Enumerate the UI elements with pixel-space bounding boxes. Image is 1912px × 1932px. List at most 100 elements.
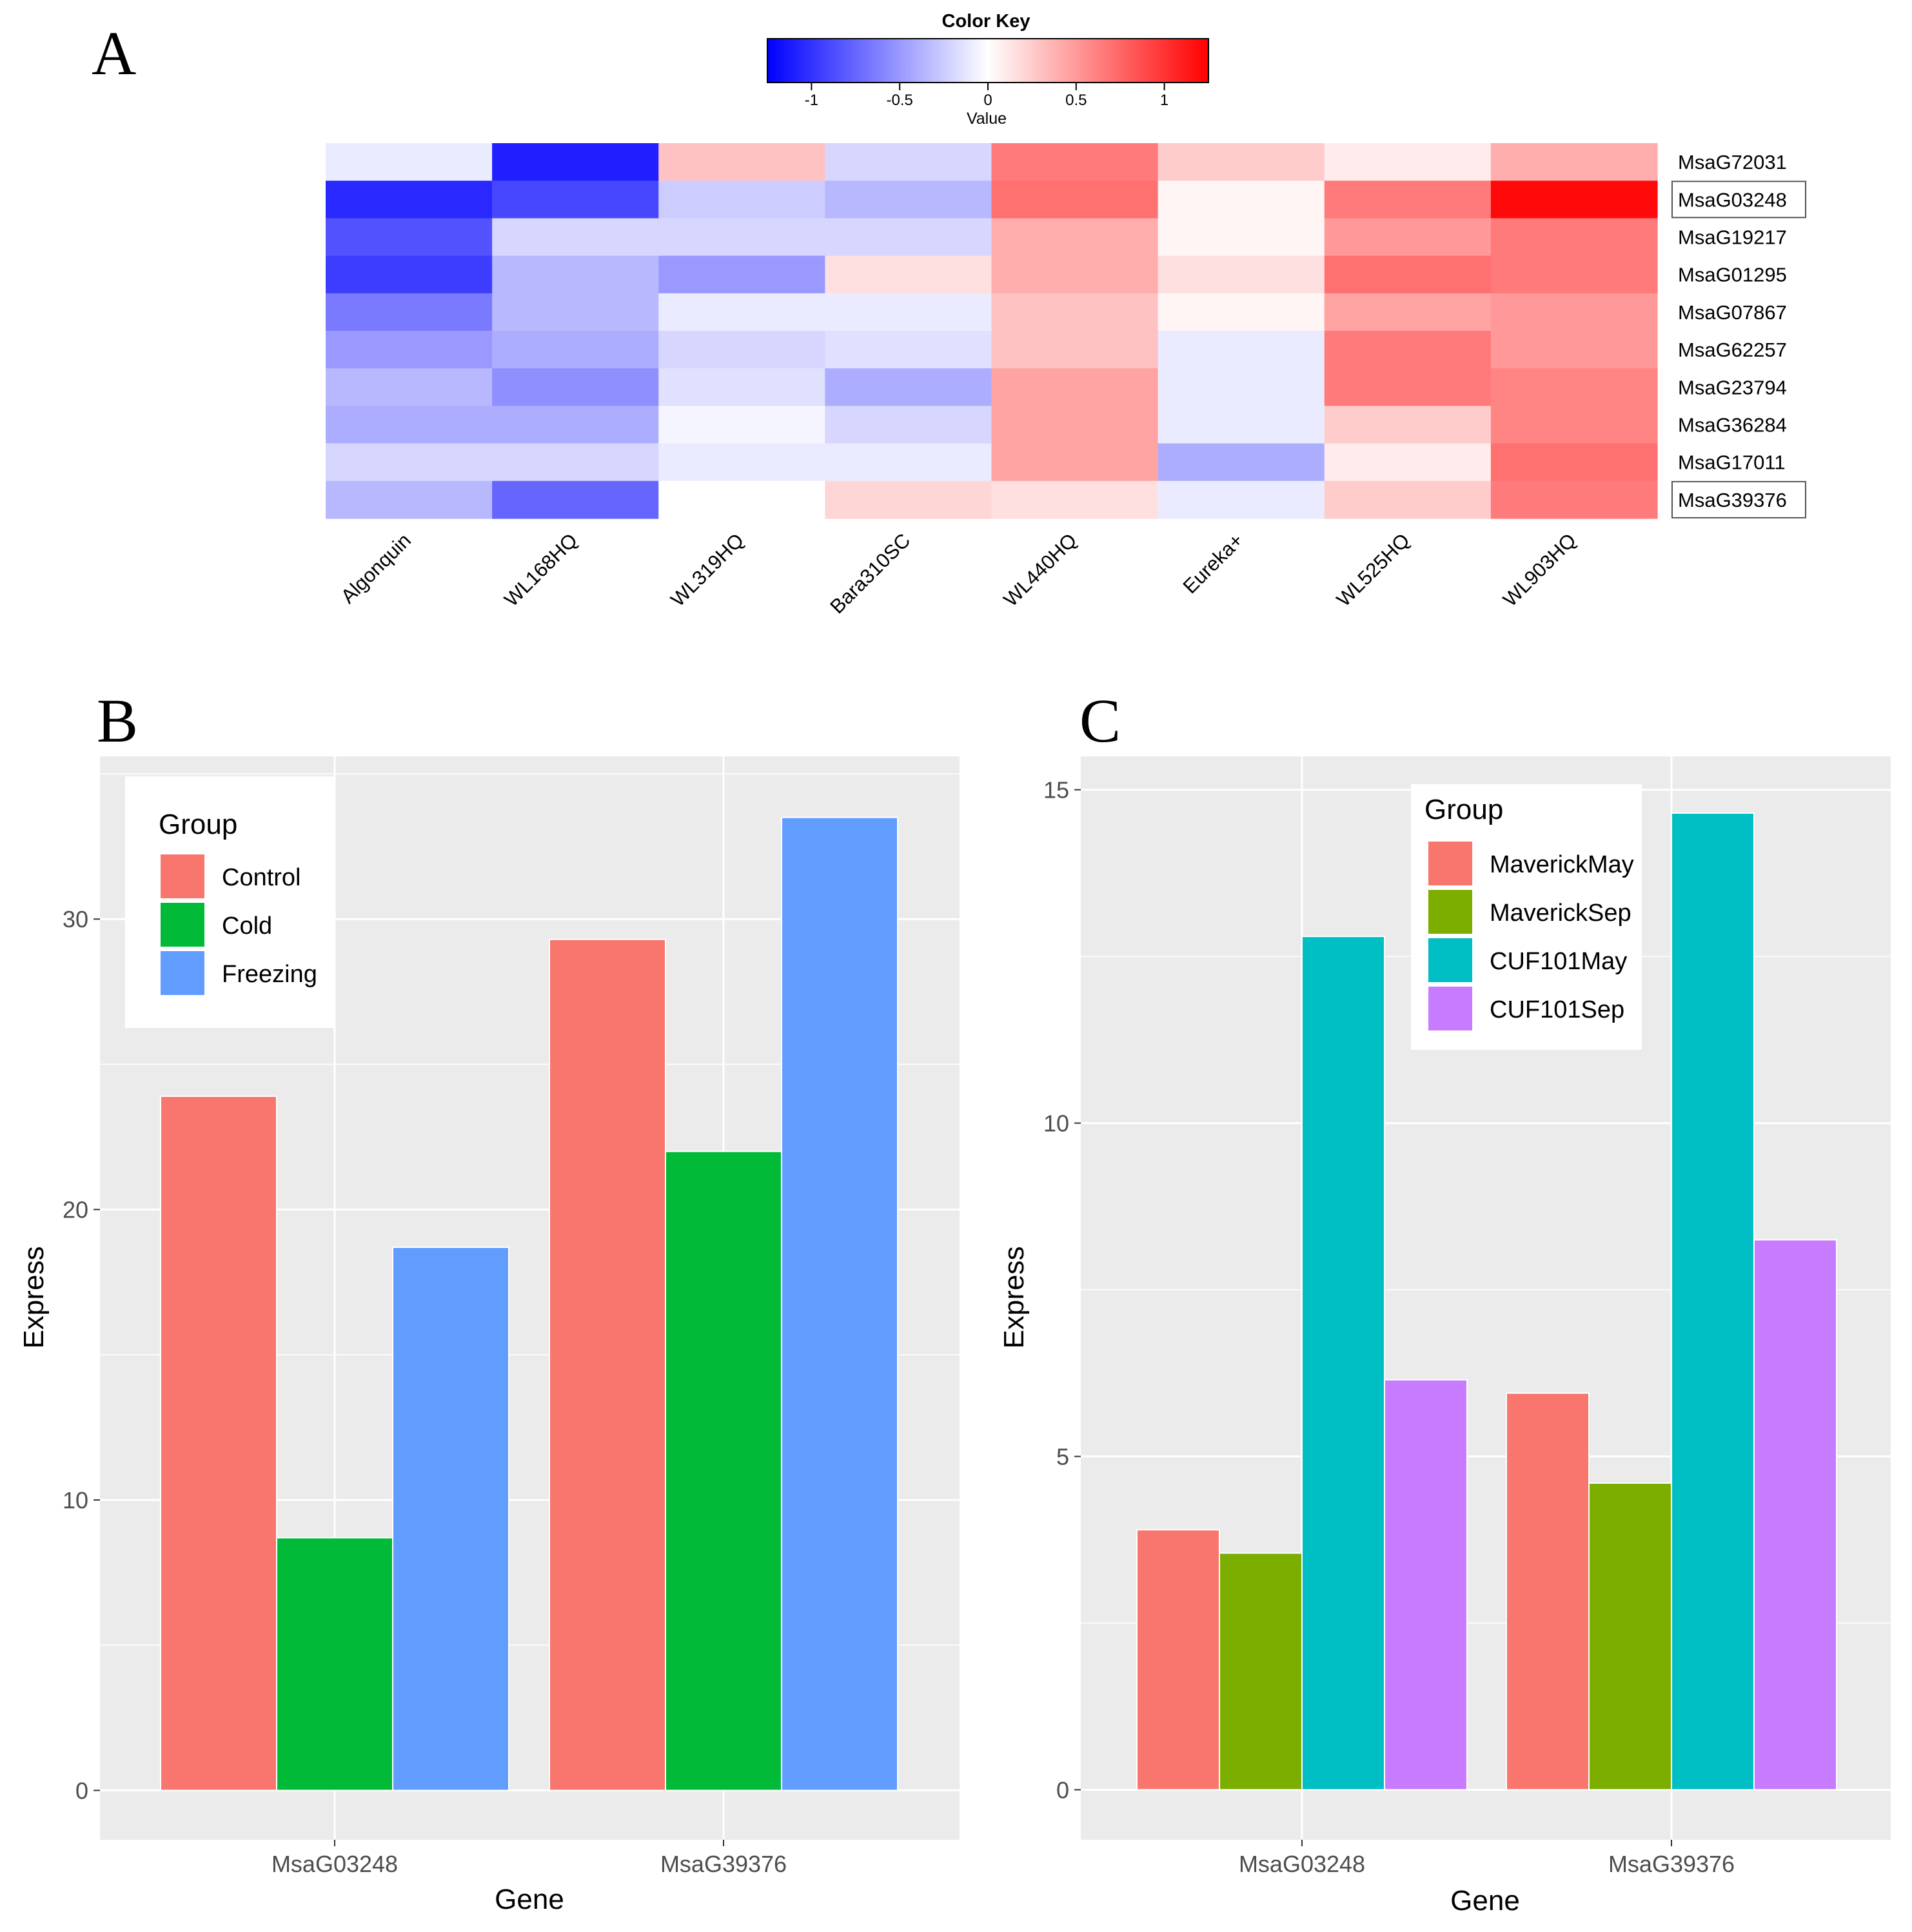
heatmap-cell <box>825 331 992 369</box>
x-axis-title-c: Gene <box>1450 1885 1520 1917</box>
heatmap-cell <box>1324 181 1492 219</box>
legend-items-c: MaverickMay MaverickSep CUF101May CUF101Sep <box>1428 842 1634 1030</box>
legend-key <box>1428 938 1472 982</box>
color-key-tick-label: -1 <box>805 92 818 109</box>
panel-letter-a: A <box>92 19 136 88</box>
panel-letter-b: B <box>97 686 138 755</box>
heatmap-cell <box>991 218 1159 257</box>
y-tick-label: 10 <box>63 1487 88 1513</box>
y-tick-label: 0 <box>75 1777 88 1804</box>
heatmap-cell <box>326 331 493 369</box>
y-tick-label: 5 <box>1056 1444 1069 1470</box>
heatmap-cell <box>326 368 493 406</box>
heatmap-row-label: MsaG03248 <box>1678 188 1787 211</box>
heatmap-cell <box>1158 181 1325 219</box>
heatmap-cell <box>492 368 659 406</box>
heatmap-cell <box>658 255 825 294</box>
heatmap-cell <box>492 293 659 331</box>
heatmap-row-label: MsaG19217 <box>1678 226 1787 249</box>
legend-key <box>161 854 204 898</box>
heatmap-cell <box>326 293 493 331</box>
y-tick-label: 20 <box>63 1197 88 1223</box>
heatmap-cell <box>1490 331 1658 369</box>
heatmap-cell <box>658 368 825 406</box>
y-axis-b: 0 10 20 30 <box>63 906 100 1804</box>
heatmap-cell <box>1324 368 1492 406</box>
bar <box>1384 1379 1468 1791</box>
bar <box>276 1537 393 1791</box>
heatmap-cell <box>1490 255 1658 294</box>
heatmap-cell <box>991 293 1159 331</box>
heatmap-row-label: MsaG07867 <box>1678 301 1787 324</box>
heatmap-cell <box>825 218 992 257</box>
heatmap-cell <box>658 406 825 444</box>
heatmap-cell <box>991 368 1159 406</box>
heatmap-panel: A Color Key -1 -0.5 0 0.5 1 Value MsaG72031M… <box>92 11 1806 618</box>
y-axis-title-c: Express <box>998 1247 1030 1349</box>
y-axis-c: 0 5 10 15 <box>1043 777 1081 1803</box>
bar <box>1219 1552 1303 1791</box>
heatmap-cell <box>658 293 825 331</box>
y-tick-label: 10 <box>1043 1110 1069 1137</box>
x-axis-b: MsaG03248 MsaG39376 <box>271 1840 787 1877</box>
legend-c: Group MaverickMay MaverickSep CUF101May CUF… <box>1411 784 1642 1050</box>
heatmap-row-label: MsaG36284 <box>1678 414 1787 437</box>
color-key-gradient <box>767 38 1209 83</box>
heatmap-cell <box>326 218 493 257</box>
color-key-tick-label: 1 <box>1160 92 1168 109</box>
legend-b: Group Control Cold Freezing <box>125 776 334 1028</box>
x-axis-c: MsaG03248 MsaG39376 <box>1239 1840 1735 1877</box>
legend-label: Control <box>222 864 301 891</box>
y-tick-label: 0 <box>1056 1777 1069 1803</box>
heatmap-cell <box>825 181 992 219</box>
heatmap-cell <box>825 255 992 294</box>
heatmap-cell <box>1158 331 1325 369</box>
heatmap-cell <box>1490 443 1658 482</box>
heatmap-cell <box>1158 406 1325 444</box>
legend-label: MaverickMay <box>1490 851 1634 878</box>
color-key-ticks: -1 -0.5 0 0.5 1 <box>805 83 1168 109</box>
legend-label: Freezing <box>222 961 317 988</box>
bar <box>1671 812 1755 1791</box>
heatmap-cell <box>991 181 1159 219</box>
heatmap-cell <box>326 255 493 294</box>
heatmap-cell <box>326 143 493 181</box>
heatmap-cell <box>1158 143 1325 181</box>
heatmap-cell <box>1324 293 1492 331</box>
heatmap-cell <box>492 218 659 257</box>
heatmap-cell <box>326 443 493 482</box>
legend-key <box>1428 987 1472 1030</box>
heatmap-cell <box>1490 368 1658 406</box>
legend-label: MaverickSep <box>1490 900 1631 927</box>
heatmap-cell <box>1158 368 1325 406</box>
legend-key <box>161 951 204 995</box>
panel-letter-c: C <box>1079 686 1121 755</box>
heatmap-cell <box>1490 406 1658 444</box>
heatmap-cell <box>825 143 992 181</box>
bar <box>1753 1239 1837 1791</box>
legend-label: Cold <box>222 912 272 940</box>
heatmap-cell <box>1158 255 1325 294</box>
heatmap-row-label: MsaG39376 <box>1678 489 1787 511</box>
heatmap-cell <box>658 181 825 219</box>
heatmap-cell <box>658 331 825 369</box>
heatmap-cell <box>1490 143 1658 181</box>
bars-b <box>160 816 898 1791</box>
heatmap-column-label: WL319HQ <box>666 529 748 611</box>
heatmap-cell <box>825 368 992 406</box>
heatmap-cell <box>1324 443 1492 482</box>
heatmap-column-label: WL440HQ <box>999 529 1081 611</box>
heatmap-cell <box>492 480 659 519</box>
heatmap-cell <box>1490 218 1658 257</box>
x-tick-label: MsaG03248 <box>1239 1851 1365 1877</box>
y-tick-label: 30 <box>63 906 88 932</box>
heatmap-cell <box>1324 143 1492 181</box>
bar-chart-c: C 0 5 10 15 MsaG03248 MsaG39376 Gene Express… <box>998 686 1891 1917</box>
highlight-box <box>1671 181 1806 219</box>
heatmap-cell <box>658 443 825 482</box>
heatmap-cell <box>492 406 659 444</box>
heatmap-column-label: WL168HQ <box>500 529 582 611</box>
heatmap-cell <box>492 143 659 181</box>
heatmap-cell <box>1158 218 1325 257</box>
bar <box>1506 1392 1590 1791</box>
